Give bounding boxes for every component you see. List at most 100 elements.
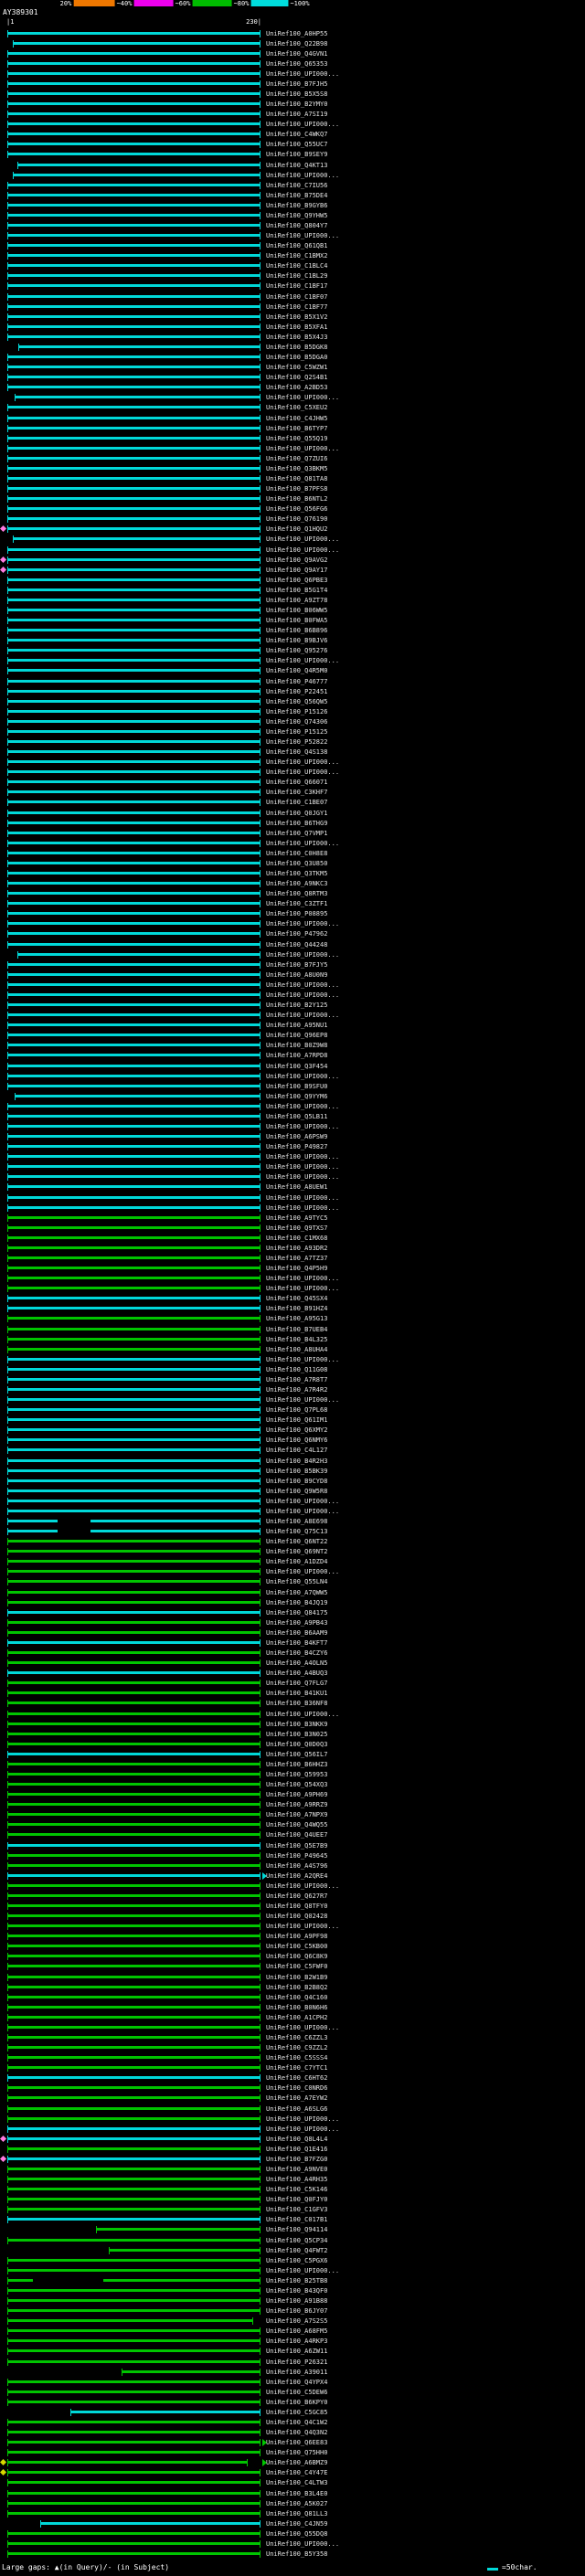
hit-label[interactable]: UniRef100_P22451 [266, 687, 328, 695]
hit-bar[interactable] [7, 1924, 261, 1928]
hit-bar[interactable] [7, 2188, 261, 2191]
hit-row[interactable]: UniRef100_Q4UEE7 [0, 1830, 585, 1840]
hit-row[interactable]: UniRef100_C017B1 [0, 2215, 585, 2225]
hit-row[interactable]: UniRef100_A7R4R2 [0, 1384, 585, 1394]
hit-bar[interactable] [7, 1985, 261, 1988]
hit-bar[interactable] [7, 1772, 261, 1776]
hit-row[interactable]: UniRef100_B2W1B9 [0, 1972, 585, 1982]
hit-bar[interactable] [7, 1873, 261, 1877]
hit-row[interactable]: UniRef100_C1MX68 [0, 1233, 585, 1243]
hit-label[interactable]: UniRef100_C7YTC1 [266, 2064, 328, 2072]
hit-label[interactable]: UniRef100_Q44248 [266, 940, 328, 949]
hit-row[interactable]: UniRef100_C0NRD6 [0, 2083, 585, 2094]
hit-row[interactable]: UniRef100_UPI000... [0, 1922, 585, 1932]
hit-bar[interactable] [7, 517, 261, 521]
hit-bar[interactable] [7, 1287, 261, 1290]
hit-bar[interactable] [12, 41, 261, 45]
hit-label[interactable]: UniRef100_A7QWW5 [266, 1588, 328, 1596]
hit-row[interactable]: UniRef100_A9PF98 [0, 1932, 585, 1942]
hit-label[interactable]: UniRef100_Q7FLG7 [266, 1680, 328, 1688]
hit-bar[interactable] [7, 1742, 261, 1745]
hit-row[interactable]: UniRef100_Q65353 [0, 58, 585, 69]
hit-label[interactable]: UniRef100_A8UEW1 [266, 1183, 328, 1192]
hit-bar[interactable] [7, 386, 261, 389]
hit-row[interactable]: UniRef100_C5WZW1 [0, 363, 585, 373]
hit-row[interactable]: UniRef100_B0FWA5 [0, 616, 585, 626]
hit-bar[interactable] [7, 71, 261, 75]
hit-row[interactable]: UniRef100_A6SLG6 [0, 2104, 585, 2114]
hit-row[interactable]: UniRef100_UPI000... [0, 990, 585, 1000]
hit-label[interactable]: UniRef100_UPI000... [266, 171, 340, 179]
hit-bar[interactable] [7, 2359, 261, 2363]
hit-label[interactable]: UniRef100_B0N6H6 [266, 2003, 328, 2011]
hit-label[interactable]: UniRef100_UPI000... [266, 1355, 340, 1363]
hit-row[interactable]: UniRef100_Q6PBE3 [0, 575, 585, 585]
hit-row[interactable]: UniRef100_Q9TXS7 [0, 1223, 585, 1233]
hit-label[interactable]: UniRef100_B3NKK9 [266, 1720, 328, 1728]
hit-label[interactable]: UniRef100_A8U0N9 [266, 970, 328, 979]
hit-row[interactable]: UniRef100_Q9AVG2 [0, 555, 585, 565]
hit-label[interactable]: UniRef100_B7FZG0 [266, 2155, 328, 2163]
hit-bar[interactable] [7, 1195, 261, 1199]
hit-row[interactable]: UniRef100_A4RH35 [0, 2175, 585, 2185]
hit-label[interactable]: UniRef100_A7EYW2 [266, 2094, 328, 2103]
hit-row[interactable]: UniRef100_Q84175 [0, 1607, 585, 1617]
hit-row[interactable]: UniRef100_B91HZ4 [0, 1304, 585, 1314]
hit-bar[interactable] [7, 1732, 261, 1735]
hit-row[interactable]: UniRef100_P26321 [0, 2357, 585, 2367]
hit-row[interactable]: UniRef100_B5X5S8 [0, 89, 585, 99]
hit-label[interactable]: UniRef100_B7FJH5 [266, 80, 328, 88]
hit-bar[interactable] [7, 1540, 261, 1543]
hit-bar[interactable] [7, 872, 261, 875]
hit-label[interactable]: UniRef100_UPI000... [266, 69, 340, 78]
hit-bar[interactable] [7, 446, 261, 450]
hit-label[interactable]: UniRef100_UPI000... [266, 1507, 340, 1515]
hit-bar[interactable] [7, 1722, 261, 1725]
hit-label[interactable]: UniRef100_B5BK39 [266, 1467, 328, 1475]
hit-label[interactable]: UniRef100_B6AAM9 [266, 1628, 328, 1637]
hit-row[interactable]: UniRef100_UPI000... [0, 120, 585, 130]
hit-label[interactable]: UniRef100_P15126 [266, 707, 328, 716]
hit-label[interactable]: UniRef100_A9PH69 [266, 1791, 328, 1799]
hit-row[interactable]: UniRef100_B7FZG0 [0, 2154, 585, 2164]
hit-bar[interactable] [7, 2390, 261, 2393]
hit-label[interactable]: UniRef100_UPI000... [266, 1710, 340, 1718]
hit-row[interactable]: UniRef100_A5K027 [0, 2498, 585, 2508]
hit-label[interactable]: UniRef100_C5K146 [266, 2186, 328, 2194]
hit-row[interactable]: UniRef100_B2Y125 [0, 1001, 585, 1011]
hit-bar[interactable] [7, 2025, 261, 2029]
hit-row[interactable]: UniRef100_B3N025 [0, 1729, 585, 1739]
hit-label[interactable]: UniRef100_B9BJV6 [266, 637, 328, 645]
hit-bar[interactable] [7, 2461, 249, 2465]
hit-row[interactable]: UniRef100_B36NF8 [0, 1699, 585, 1709]
hit-label[interactable]: UniRef100_UPI000... [266, 535, 340, 544]
hit-label[interactable]: UniRef100_Q1E416 [266, 2145, 328, 2153]
hit-bar[interactable] [7, 1630, 261, 1634]
hit-row[interactable]: UniRef100_B0Z9W8 [0, 1041, 585, 1051]
hit-bar[interactable] [17, 163, 261, 166]
hit-row[interactable]: UniRef100_A4BUQ3 [0, 1669, 585, 1679]
hit-bar[interactable] [7, 1307, 261, 1310]
hit-row[interactable]: UniRef100_Q0JGY1 [0, 808, 585, 818]
hit-row[interactable]: UniRef100_Q8TFY0 [0, 1901, 585, 1911]
hit-label[interactable]: UniRef100_Q804Y7 [266, 222, 328, 230]
hit-label[interactable]: UniRef100_A9NVE0 [266, 2166, 328, 2174]
hit-bar[interactable] [7, 497, 261, 501]
hit-label[interactable]: UniRef100_Q9AY17 [266, 566, 328, 574]
hit-label[interactable]: UniRef100_Q94114 [266, 2226, 328, 2234]
hit-bar[interactable] [7, 2036, 261, 2039]
hit-label[interactable]: UniRef100_C5DEW6 [266, 2388, 328, 2396]
hit-label[interactable]: UniRef100_Q81LL3 [266, 2509, 328, 2518]
hit-row[interactable]: UniRef100_Q8RTM3 [0, 889, 585, 899]
hit-label[interactable]: UniRef100_Q4WQ55 [266, 1821, 328, 1829]
hit-label[interactable]: UniRef100_UPI000... [266, 1163, 340, 1171]
hit-label[interactable]: UniRef100_B41KU1 [266, 1690, 328, 1698]
hit-bar[interactable] [7, 1701, 261, 1705]
hit-bar[interactable] [7, 1145, 261, 1149]
hit-label[interactable]: UniRef100_UPI000... [266, 981, 340, 989]
hit-row[interactable]: UniRef100_P49827 [0, 1142, 585, 1152]
hit-bar[interactable] [7, 659, 261, 663]
hit-row[interactable]: UniRef100_C5K146 [0, 2185, 585, 2195]
hit-bar[interactable] [7, 2299, 261, 2303]
hit-row[interactable]: UniRef100_Q2S4B1 [0, 373, 585, 383]
